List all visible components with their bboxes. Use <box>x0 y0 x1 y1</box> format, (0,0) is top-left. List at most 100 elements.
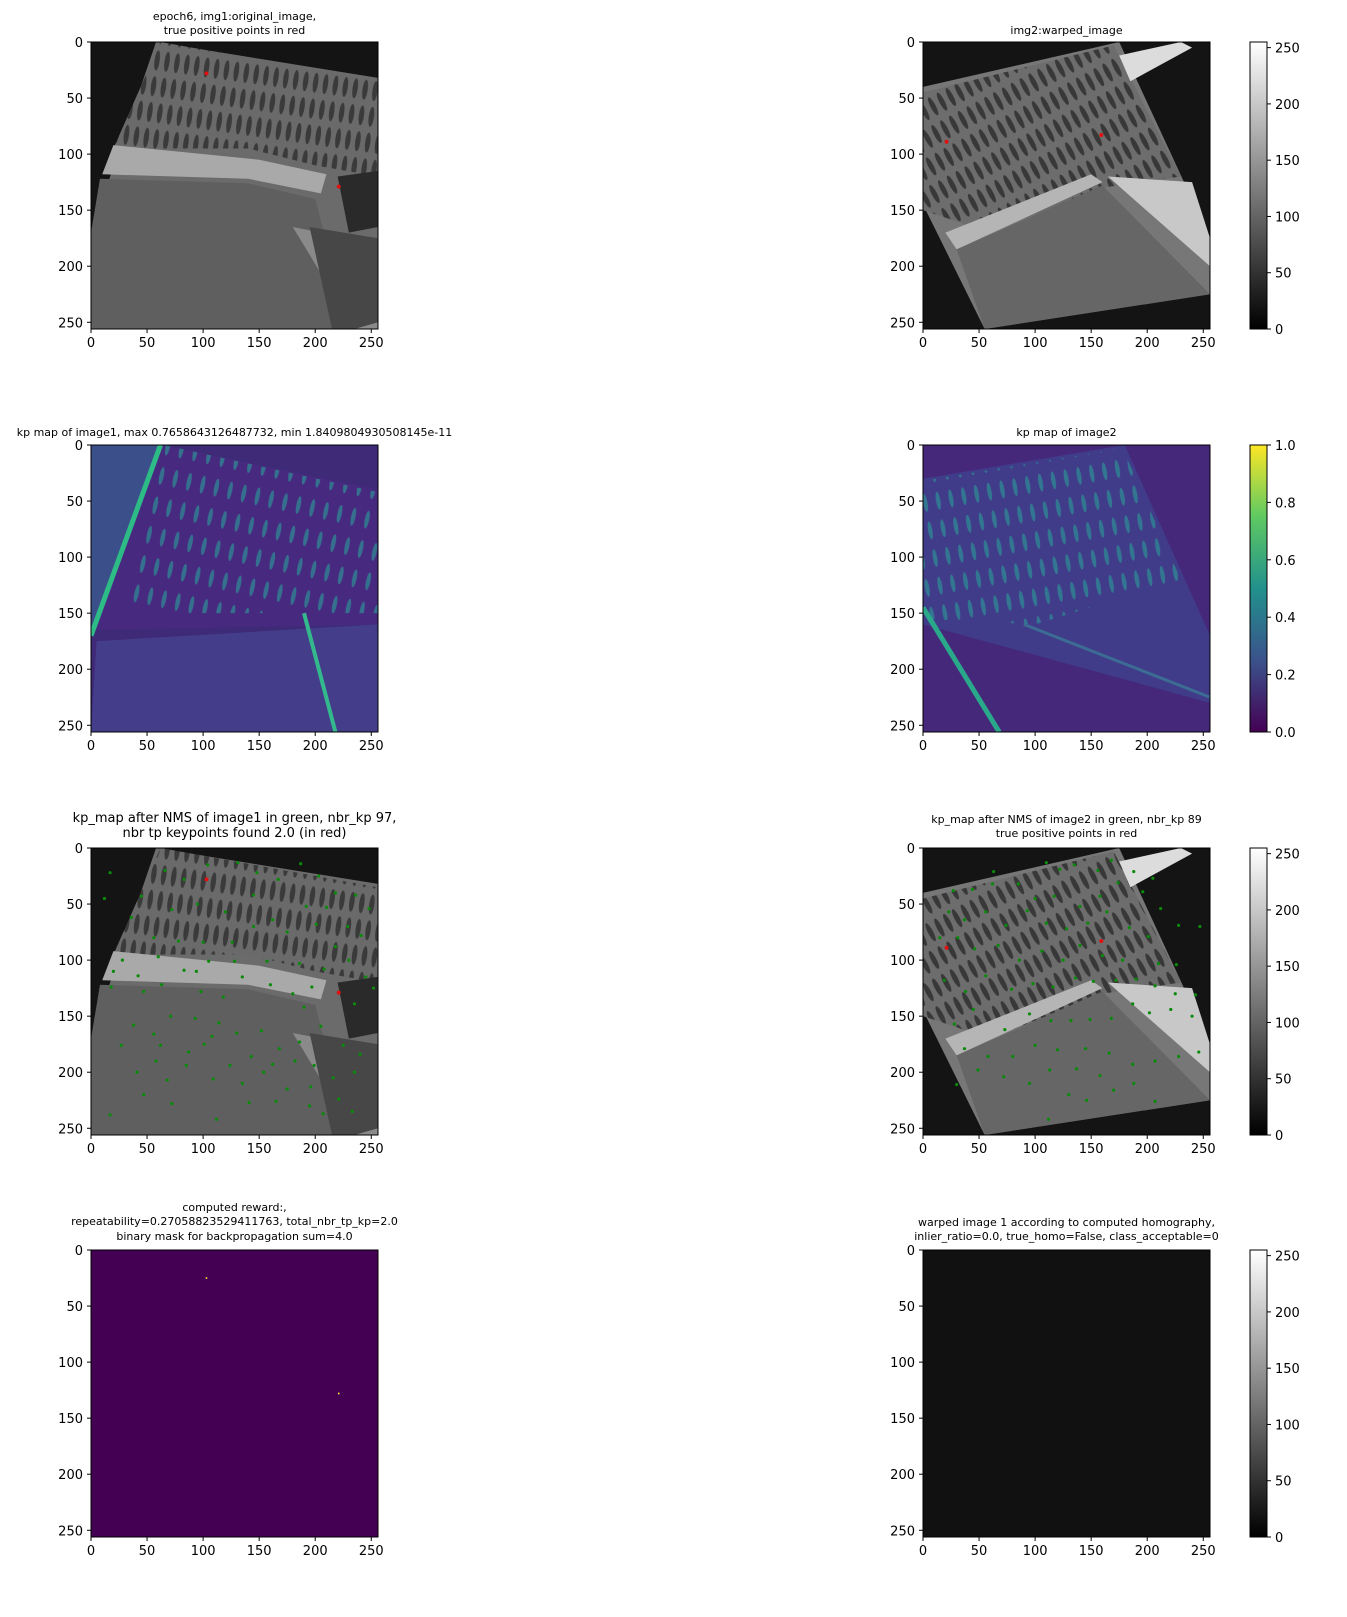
green-keypoint <box>990 882 995 886</box>
subplot-2: 0 50 100 150 200 250 0 50 100 150 200 250 img2:warpe… <box>890 24 1300 351</box>
colorbar-tick-label: 1.0 <box>1275 439 1296 454</box>
green-keypoint <box>938 936 942 940</box>
green-keypoint <box>1033 896 1037 901</box>
green-keypoint <box>324 905 329 910</box>
green-keypoint <box>1141 890 1145 894</box>
x-tick-label: 250 <box>1191 336 1216 351</box>
colorbar-tick-label: 100 <box>1275 1418 1300 1433</box>
colorbar-tick-label: 0 <box>1275 1129 1283 1144</box>
green-keypoint <box>1098 894 1102 898</box>
green-keypoint <box>1197 1050 1201 1054</box>
colorbar-tick-label: 250 <box>1275 42 1300 57</box>
green-keypoint <box>322 967 326 971</box>
colorbar-tick-label: 200 <box>1275 98 1300 113</box>
colorbar-tick-label: 200 <box>1275 904 1300 919</box>
axes-frame <box>922 847 1211 1136</box>
colorbar-tick-label: 250 <box>1275 848 1300 863</box>
image-area <box>91 1250 378 1537</box>
mask-point <box>205 1277 208 1279</box>
green-keypoint <box>1033 1043 1037 1047</box>
green-keypoint <box>102 896 107 901</box>
green-keypoint <box>971 1007 976 1012</box>
y-tick-label: 50 <box>66 92 83 107</box>
green-keypoint <box>1031 982 1035 986</box>
green-keypoint <box>211 1077 215 1081</box>
green-keypoint <box>1009 987 1014 991</box>
green-keypoint <box>170 1102 174 1106</box>
green-keypoint <box>1052 894 1056 898</box>
axes-frame <box>90 41 379 330</box>
green-keypoint <box>1127 925 1131 930</box>
x-tick-label: 200 <box>1135 739 1160 754</box>
green-keypoint <box>1096 868 1100 873</box>
green-keypoint <box>262 1070 266 1074</box>
y-tick-label: 150 <box>890 1010 915 1025</box>
green-keypoint <box>265 959 269 963</box>
green-keypoint <box>135 1070 139 1074</box>
green-keypoint <box>1004 923 1008 927</box>
green-keypoint <box>1048 1068 1052 1072</box>
y-tick-label: 200 <box>890 260 915 275</box>
green-keypoint <box>152 936 156 940</box>
x-tick-label: 250 <box>1191 1142 1216 1157</box>
green-keypoint <box>230 940 234 944</box>
green-keypoint <box>136 974 140 978</box>
green-keypoint <box>194 969 198 973</box>
y-tick-label: 0 <box>75 36 83 51</box>
green-keypoint <box>142 1093 146 1097</box>
green-keypoint <box>1153 984 1157 988</box>
x-tick-label: 250 <box>359 1142 384 1157</box>
green-keypoint <box>956 936 960 940</box>
x-tick-label: 150 <box>247 336 272 351</box>
green-keypoint <box>120 958 124 962</box>
x-tick-label: 50 <box>971 1544 988 1559</box>
x-tick-label: 0 <box>919 739 927 754</box>
x-tick-label: 150 <box>247 739 272 754</box>
y-tick-label: 50 <box>898 1300 915 1315</box>
green-keypoint <box>1111 1088 1116 1092</box>
image-area <box>91 848 378 1135</box>
green-keypoint <box>341 1043 345 1047</box>
y-tick-label: 0 <box>907 842 915 857</box>
colorbar-gradient <box>1249 444 1268 733</box>
green-keypoint <box>223 910 228 914</box>
green-keypoint <box>1049 1019 1053 1023</box>
colorbar-tick-label: 50 <box>1275 267 1292 282</box>
green-keypoint <box>1146 934 1150 939</box>
green-keypoint <box>210 1034 214 1038</box>
green-keypoint <box>1027 1012 1032 1016</box>
green-keypoint <box>1085 1098 1089 1102</box>
y-tick-label: 0 <box>75 439 83 454</box>
colorbar: 0 50 100 150 200 250 <box>1249 1249 1300 1546</box>
green-keypoint <box>1061 958 1065 962</box>
colorbar-gradient <box>1249 41 1268 330</box>
x-tick-label: 50 <box>139 739 156 754</box>
x-tick-label: 150 <box>1079 739 1104 754</box>
green-keypoint <box>1120 958 1125 962</box>
green-keypoint <box>1086 921 1090 925</box>
colorbar-tick-label: 250 <box>1275 1250 1300 1265</box>
y-tick-label: 100 <box>890 148 915 163</box>
y-tick-label: 150 <box>890 204 915 219</box>
y-tick-label: 100 <box>58 148 83 163</box>
y-tick-label: 0 <box>907 1244 915 1259</box>
green-keypoint <box>165 1078 169 1082</box>
green-keypoint <box>154 1059 158 1063</box>
green-keypoint <box>268 983 272 987</box>
green-keypoint <box>955 1082 959 1087</box>
subplot-7: 0 50 100 150 200 250 0 50 100 150 200 250 computed r… <box>58 1201 398 1559</box>
green-keypoint <box>984 910 988 914</box>
green-keypoint <box>1107 1051 1111 1055</box>
subplot-title: kp_map after NMS of image2 in green, nbr… <box>931 813 1201 826</box>
subplot-title: kp map of image2 <box>1016 426 1116 439</box>
green-keypoint <box>1105 910 1109 914</box>
green-keypoint <box>158 1043 163 1047</box>
green-keypoint <box>277 1047 281 1051</box>
y-tick-label: 250 <box>58 316 83 331</box>
green-keypoint <box>291 992 295 996</box>
green-keypoint <box>1109 858 1113 862</box>
mask-point <box>337 1392 340 1395</box>
subplot-5: 0 50 100 150 200 250 0 50 100 150 200 250 kp_map aft… <box>58 811 396 1157</box>
green-keypoint <box>182 968 186 972</box>
y-tick-label: 200 <box>58 1468 83 1483</box>
